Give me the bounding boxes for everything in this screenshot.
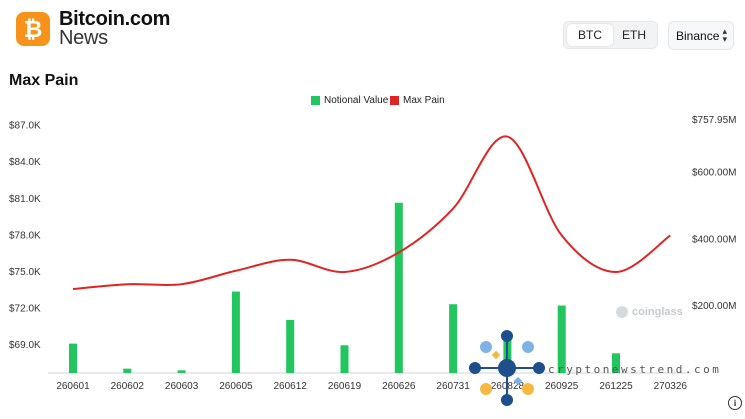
- brand-name: Bitcoin.com: [59, 8, 171, 30]
- info-glyph: i: [733, 398, 737, 408]
- brand-subtitle: News: [59, 27, 108, 49]
- x-tick-label: 260619: [328, 381, 362, 392]
- notional-value-bar: [394, 202, 403, 373]
- notional-value-bar: [286, 319, 295, 373]
- x-tick-label: 270326: [654, 381, 688, 392]
- site-watermark: cryptonewstrend.com: [548, 363, 722, 376]
- y-right-tick-label: $600.00M: [692, 168, 736, 179]
- chevron-up-down-icon: ▴ ▾: [722, 26, 727, 44]
- legend-item-notional-value[interactable]: Notional Value: [311, 94, 388, 106]
- legend-swatch-red: [390, 95, 399, 105]
- y-left-tick-label: $78.0K: [9, 230, 41, 241]
- notional-value-bar: [231, 291, 240, 373]
- y-left-tick-label: $69.0K: [9, 340, 41, 351]
- y-left-tick-label: $72.0K: [9, 304, 41, 315]
- y-right-tick-label: $200.00M: [692, 301, 736, 312]
- notional-value-bar: [612, 353, 620, 373]
- site-logo-icon: [469, 330, 545, 406]
- tab-btc[interactable]: BTC: [567, 24, 613, 46]
- legend-label: Max Pain: [403, 94, 445, 106]
- exchange-select-value: Binance: [676, 28, 720, 43]
- x-tick-label: 260626: [382, 381, 416, 392]
- notional-value-bar: [449, 304, 458, 373]
- x-tick-label: 260602: [111, 381, 145, 392]
- x-tick-label: 260612: [274, 381, 308, 392]
- notional-value-bar: [177, 370, 186, 373]
- coinglass-watermark: coinglass: [615, 305, 683, 319]
- asset-toggle: BTC ETH: [563, 21, 658, 49]
- legend-label: Notional Value: [324, 94, 389, 106]
- x-tick-label: 260731: [436, 381, 470, 392]
- bitcoin-glyph: ₿: [23, 15, 43, 42]
- y-left-tick-label: $87.0K: [9, 121, 41, 132]
- y-left-tick-label: $75.0K: [9, 267, 41, 278]
- exchange-select[interactable]: Binance ▴ ▾: [668, 21, 734, 50]
- tab-eth[interactable]: ETH: [622, 28, 646, 42]
- chart-title: Max Pain: [9, 72, 79, 89]
- bitcoin-logo-icon: ₿: [16, 12, 50, 46]
- y-right-tick-label: $757.95M: [692, 115, 736, 126]
- x-tick-label: 260603: [165, 381, 199, 392]
- coinglass-icon: [616, 306, 628, 318]
- notional-value-bar: [340, 345, 349, 373]
- y-right-tick-label: $400.00M: [692, 234, 736, 245]
- x-tick-label: 261225: [599, 381, 633, 392]
- y-left-tick-label: $81.0K: [9, 194, 41, 205]
- x-tick-label: 260925: [545, 381, 579, 392]
- max-pain-line: [72, 135, 671, 291]
- notional-value-bar: [123, 368, 132, 373]
- legend-swatch-green: [311, 95, 320, 105]
- info-icon[interactable]: i: [728, 396, 742, 410]
- notional-value-bar: [69, 343, 77, 373]
- y-left-tick-label: $84.0K: [9, 157, 41, 168]
- x-tick-label: 260605: [219, 381, 253, 392]
- legend-item-max-pain[interactable]: Max Pain: [390, 94, 445, 106]
- x-tick-label: 260601: [56, 381, 90, 392]
- notional-value-bar: [557, 305, 566, 373]
- coinglass-label: coinglass: [632, 306, 683, 318]
